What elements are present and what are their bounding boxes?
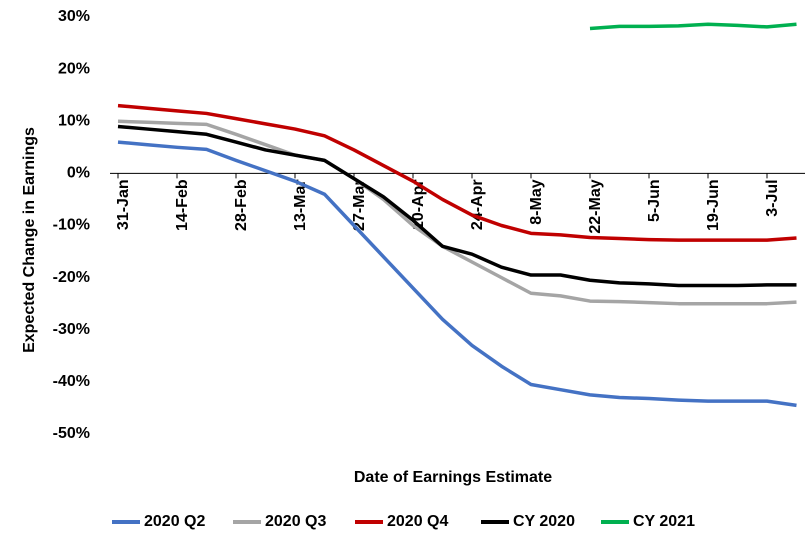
x-tick-label: 13-Mar <box>292 179 309 231</box>
x-tick-label: 24-Apr <box>469 179 486 230</box>
x-tick-label: 5-Jun <box>646 179 663 222</box>
series-line <box>589 22 797 31</box>
x-tick-label: 27-Mar <box>351 179 368 231</box>
series-line <box>117 124 797 288</box>
y-tick-label: 20% <box>58 60 90 77</box>
x-tick-label: 28-Feb <box>233 179 250 231</box>
legend-label: 2020 Q3 <box>265 513 326 530</box>
y-tick-label: -30% <box>53 321 90 338</box>
y-axis-label: Expected Change in Earnings <box>21 127 38 353</box>
y-tick-label: 0% <box>67 165 90 182</box>
series-line <box>117 119 797 306</box>
series-line <box>117 103 797 242</box>
y-tick-label: -40% <box>53 373 90 390</box>
x-tick-label: 14-Feb <box>174 179 191 231</box>
x-tick-label: 3-Jul <box>764 179 781 216</box>
x-tick-label: 8-May <box>528 179 545 224</box>
y-tick-label: -10% <box>53 217 90 234</box>
series-line <box>117 140 797 408</box>
y-tick-label: -20% <box>53 269 90 286</box>
legend-label: 2020 Q4 <box>387 513 448 530</box>
legend-label: 2020 Q2 <box>144 513 205 530</box>
x-tick-label: 10-Apr <box>410 179 427 230</box>
legend-label: CY 2020 <box>513 513 575 530</box>
x-axis-label: Date of Earnings Estimate <box>354 469 552 486</box>
legend-label: CY 2021 <box>633 513 695 530</box>
y-tick-label: 10% <box>58 112 90 129</box>
y-tick-label: 30% <box>58 8 90 25</box>
x-tick-label: 22-May <box>587 179 604 233</box>
y-tick-label: -50% <box>53 425 90 442</box>
x-tick-label: 19-Jun <box>705 179 722 231</box>
x-tick-label: 31-Jan <box>115 179 132 230</box>
